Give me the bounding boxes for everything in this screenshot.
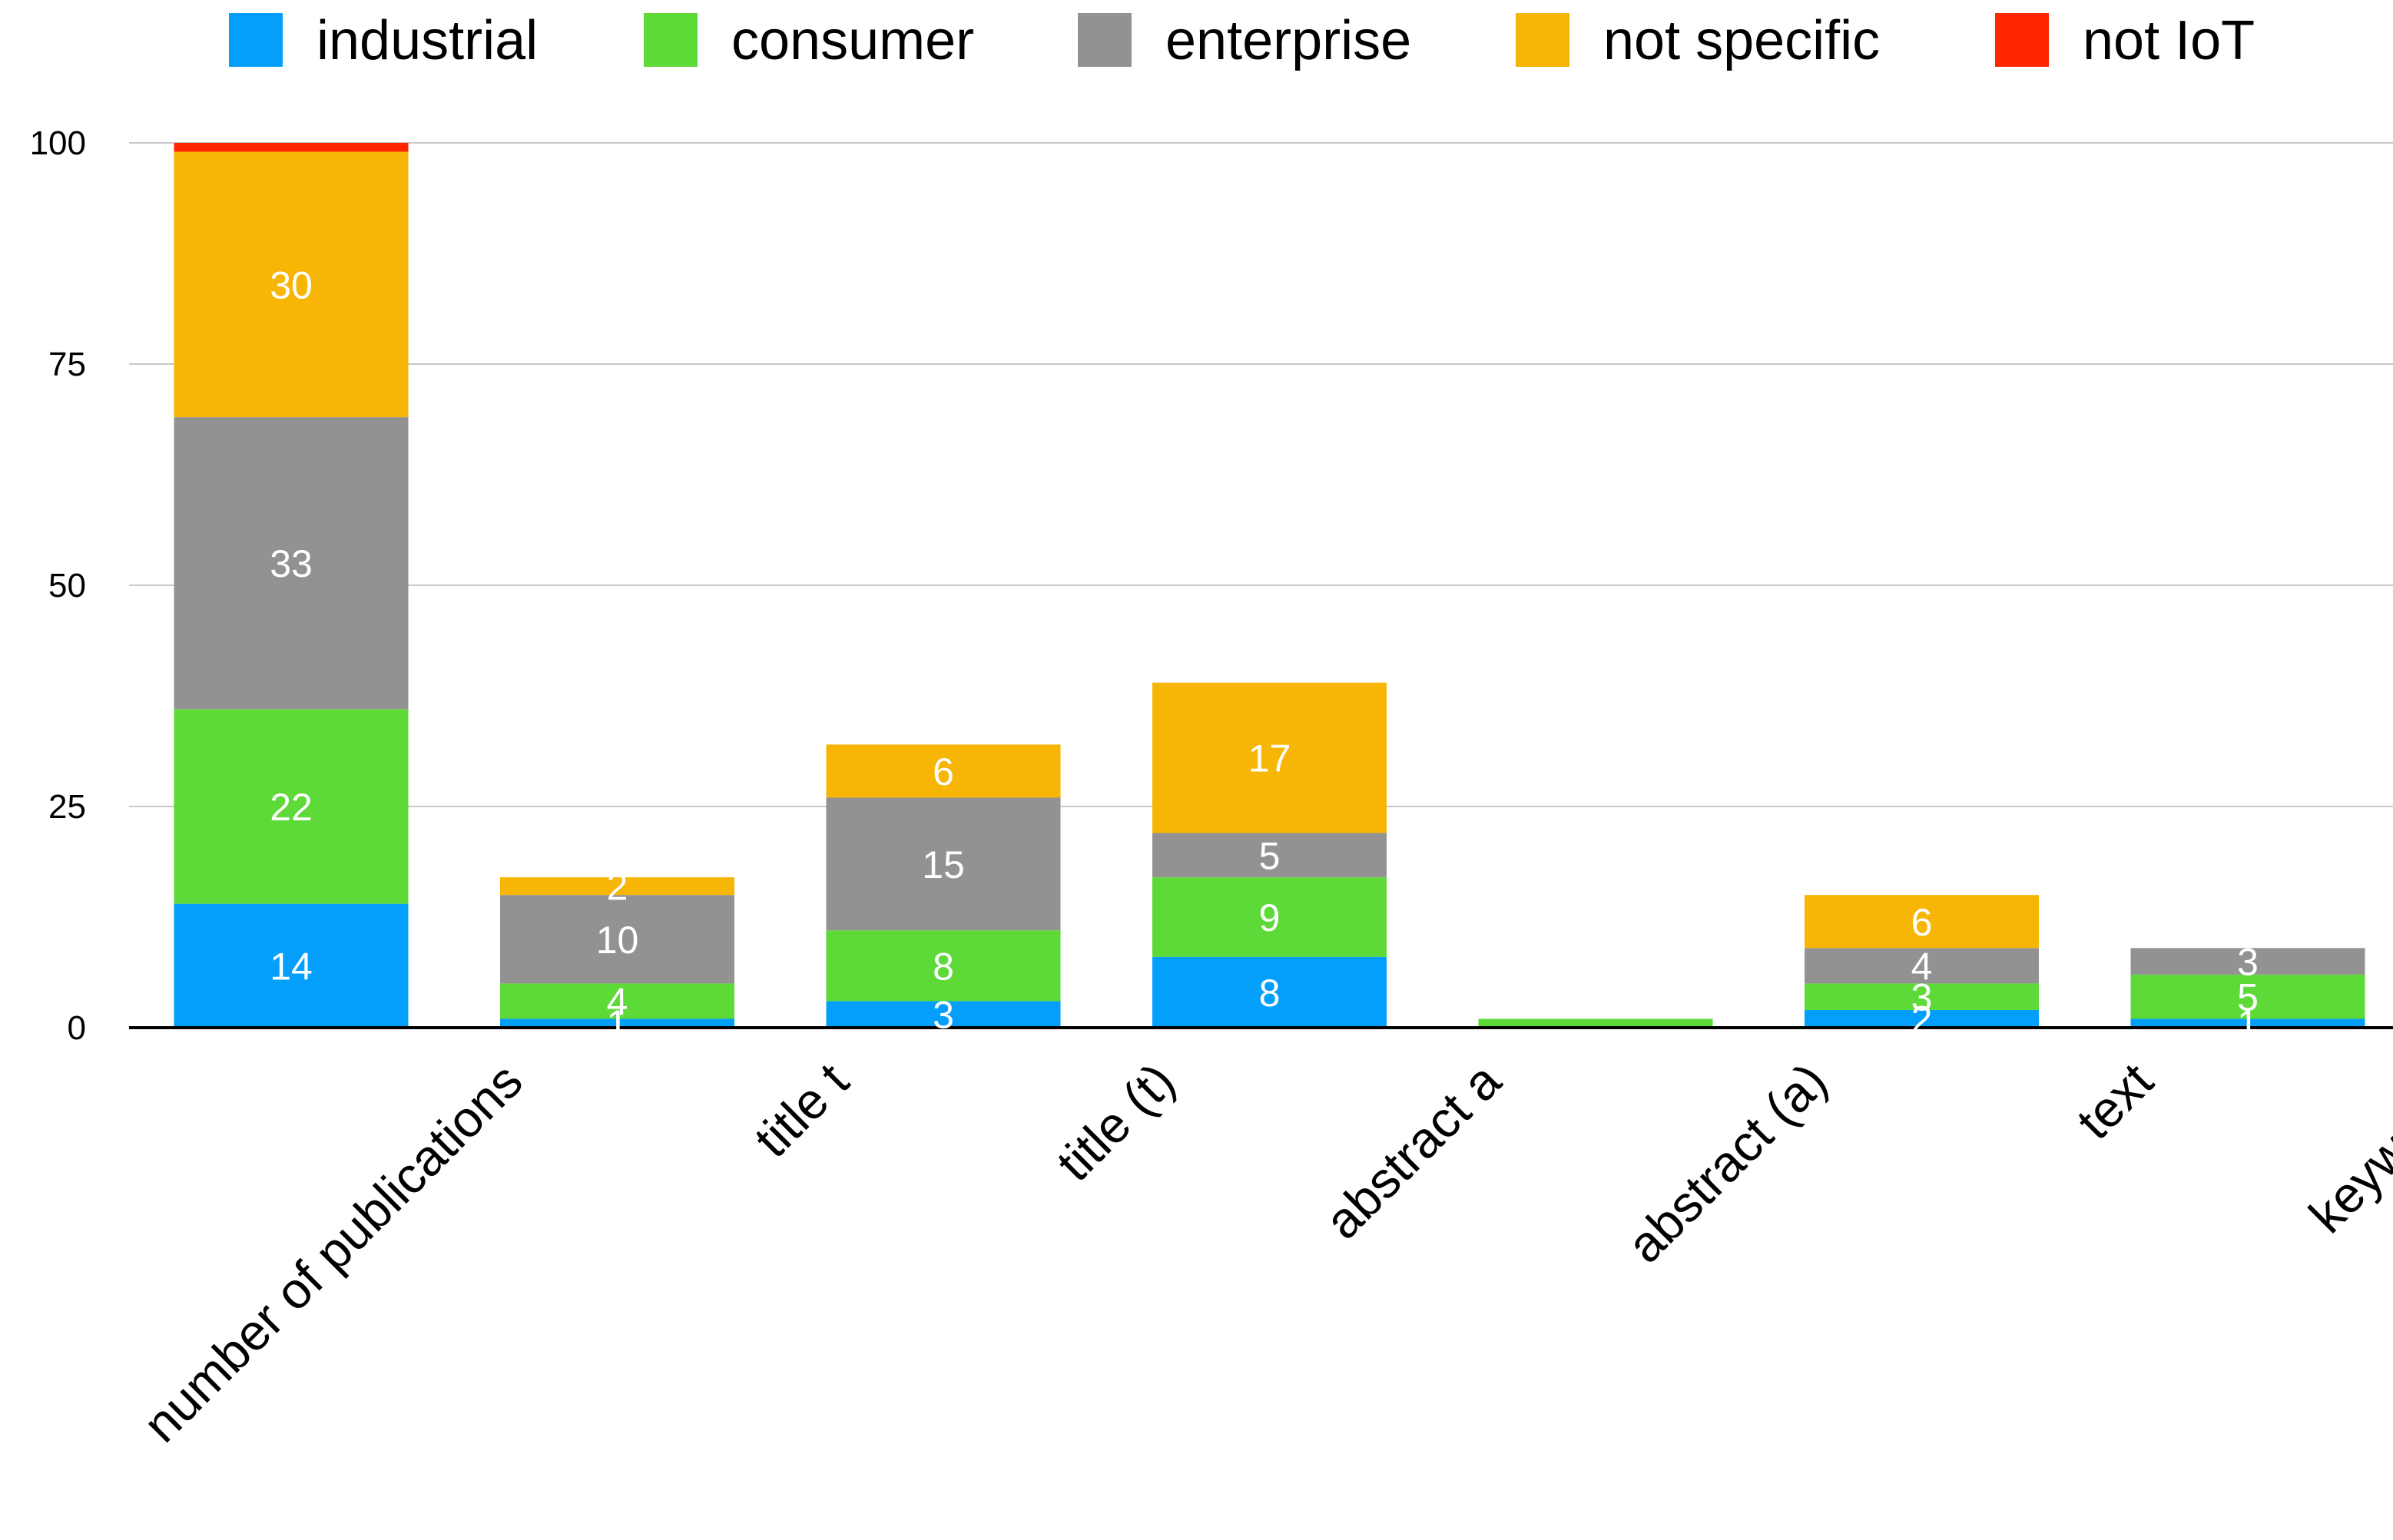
bar-segment-enterprise-abstract-a: [1152, 833, 1387, 878]
data-label-not-specific-title-t: 2: [607, 866, 628, 909]
y-tick-label-25: 25: [48, 788, 86, 826]
bar-segment-consumer-keywords: [2130, 974, 2365, 1019]
legend-label-enterprise: enterprise: [1165, 10, 1411, 71]
legend-label-not-specific: not specific: [1603, 10, 1880, 71]
x-tick-label-number-of-publications: number of publications: [132, 1052, 533, 1453]
legend-swatch-industrial: [229, 13, 283, 67]
x-tick-label-text: text: [2066, 1052, 2164, 1151]
data-label-consumer-text: 3: [1911, 976, 1933, 1019]
bar-segment-industrial-text: [1805, 1009, 2039, 1028]
legend-swatch-not-specific: [1516, 13, 1569, 67]
bar-segment-not-specific-title-t: [500, 877, 734, 896]
x-axis-category-labels: number of publications title t title (t) ab…: [132, 1052, 2393, 1452]
data-label-enterprise-number-of-publications: 33: [270, 542, 313, 585]
legend-swatch-enterprise: [1078, 13, 1132, 67]
data-label-enterprise-text: 4: [1911, 945, 1933, 988]
bar-segment-not-specific-number-of-publications: [174, 151, 409, 418]
legend-swatch-consumer: [644, 13, 698, 67]
bar-segment-not-specific-text: [1805, 895, 2039, 949]
bar-segment-consumer-number-of-publications: [174, 709, 409, 904]
bar-stacks: [174, 143, 2365, 1028]
legend-label-industrial: industrial: [317, 10, 538, 71]
bar-segment-consumer-text: [1805, 983, 2039, 1010]
data-label-consumer-abstract-a: 9: [1259, 896, 1281, 939]
y-tick-label-100: 100: [30, 124, 86, 162]
y-axis-tick-labels: 0 25 50 75 100: [30, 124, 86, 1047]
y-tick-label-0: 0: [68, 1009, 86, 1047]
data-label-industrial-number-of-publications: 14: [270, 945, 313, 988]
legend-label-consumer: consumer: [731, 10, 974, 71]
data-label-enterprise-keywords: 3: [2237, 941, 2259, 984]
data-label-not-specific-abstract-a: 17: [1248, 737, 1291, 780]
bar-segment-enterprise-title-t: [500, 895, 734, 984]
data-label-enterprise-title-t: 10: [596, 919, 639, 962]
bar-segment-not-specific-abstract-a: [1152, 682, 1387, 833]
data-label-not-specific-title-t: 6: [933, 750, 954, 793]
bar-segment-industrial-abstract-a: [1152, 956, 1387, 1028]
bar-segment-consumer-title-t: [826, 930, 1061, 1002]
bar-segment-industrial-keywords: [2130, 1018, 2365, 1028]
bar-segment-not-iot-number-of-publications: [174, 143, 409, 152]
x-tick-label-abstract-a: abstract (a): [1616, 1052, 1838, 1273]
y-tick-label-75: 75: [48, 346, 86, 383]
legend-swatch-not-iot: [1995, 13, 2049, 67]
data-label-not-specific-number-of-publications: 30: [270, 263, 313, 306]
bar-segment-industrial-title-t: [826, 1001, 1061, 1028]
x-tick-label-abstract-a: abstract a: [1314, 1052, 1511, 1249]
bar-segment-enterprise-keywords: [2130, 948, 2365, 975]
data-label-enterprise-abstract-a: 5: [1259, 834, 1281, 877]
x-tick-label-title-t: title t: [744, 1052, 860, 1168]
bar-segment-enterprise-number-of-publications: [174, 417, 409, 710]
bar-segment-not-specific-title-t: [826, 744, 1061, 798]
x-tick-label-keywords: keywords: [2298, 1052, 2393, 1244]
chart-legend: industrial consumer enterprise not specific…: [229, 10, 2255, 71]
data-label-consumer-title-t: 4: [607, 980, 628, 1023]
legend-label-not-iot: not IoT: [2083, 10, 2255, 71]
bar-segment-enterprise-title-t: [826, 797, 1061, 931]
data-label-not-specific-text: 6: [1911, 901, 1933, 944]
data-label-consumer-keywords: 5: [2237, 976, 2259, 1019]
data-label-enterprise-title-t: 15: [922, 843, 965, 886]
data-label-industrial-title-t: 3: [933, 994, 954, 1037]
y-tick-label-50: 50: [48, 567, 86, 604]
bar-segment-industrial-number-of-publications: [174, 903, 409, 1028]
x-tick-label-title-t: title (t): [1046, 1052, 1185, 1192]
data-label-consumer-number-of-publications: 22: [270, 786, 313, 829]
bar-segment-consumer-abstract-a: [1152, 877, 1387, 957]
data-label-industrial-text: 2: [1911, 998, 1933, 1041]
data-label-industrial-keywords: 1: [2237, 1002, 2259, 1045]
data-label-consumer-title-t: 8: [933, 945, 954, 988]
bar-segment-enterprise-text: [1805, 948, 2039, 984]
bar-segment-industrial-title-t: [500, 1018, 734, 1028]
data-label-industrial-title-t: 1: [607, 1002, 628, 1045]
data-label-industrial-abstract-a: 8: [1259, 972, 1281, 1015]
bar-segment-consumer-title-t: [500, 983, 734, 1019]
bar-segment-consumer-abstract-a: [1478, 1018, 1713, 1028]
